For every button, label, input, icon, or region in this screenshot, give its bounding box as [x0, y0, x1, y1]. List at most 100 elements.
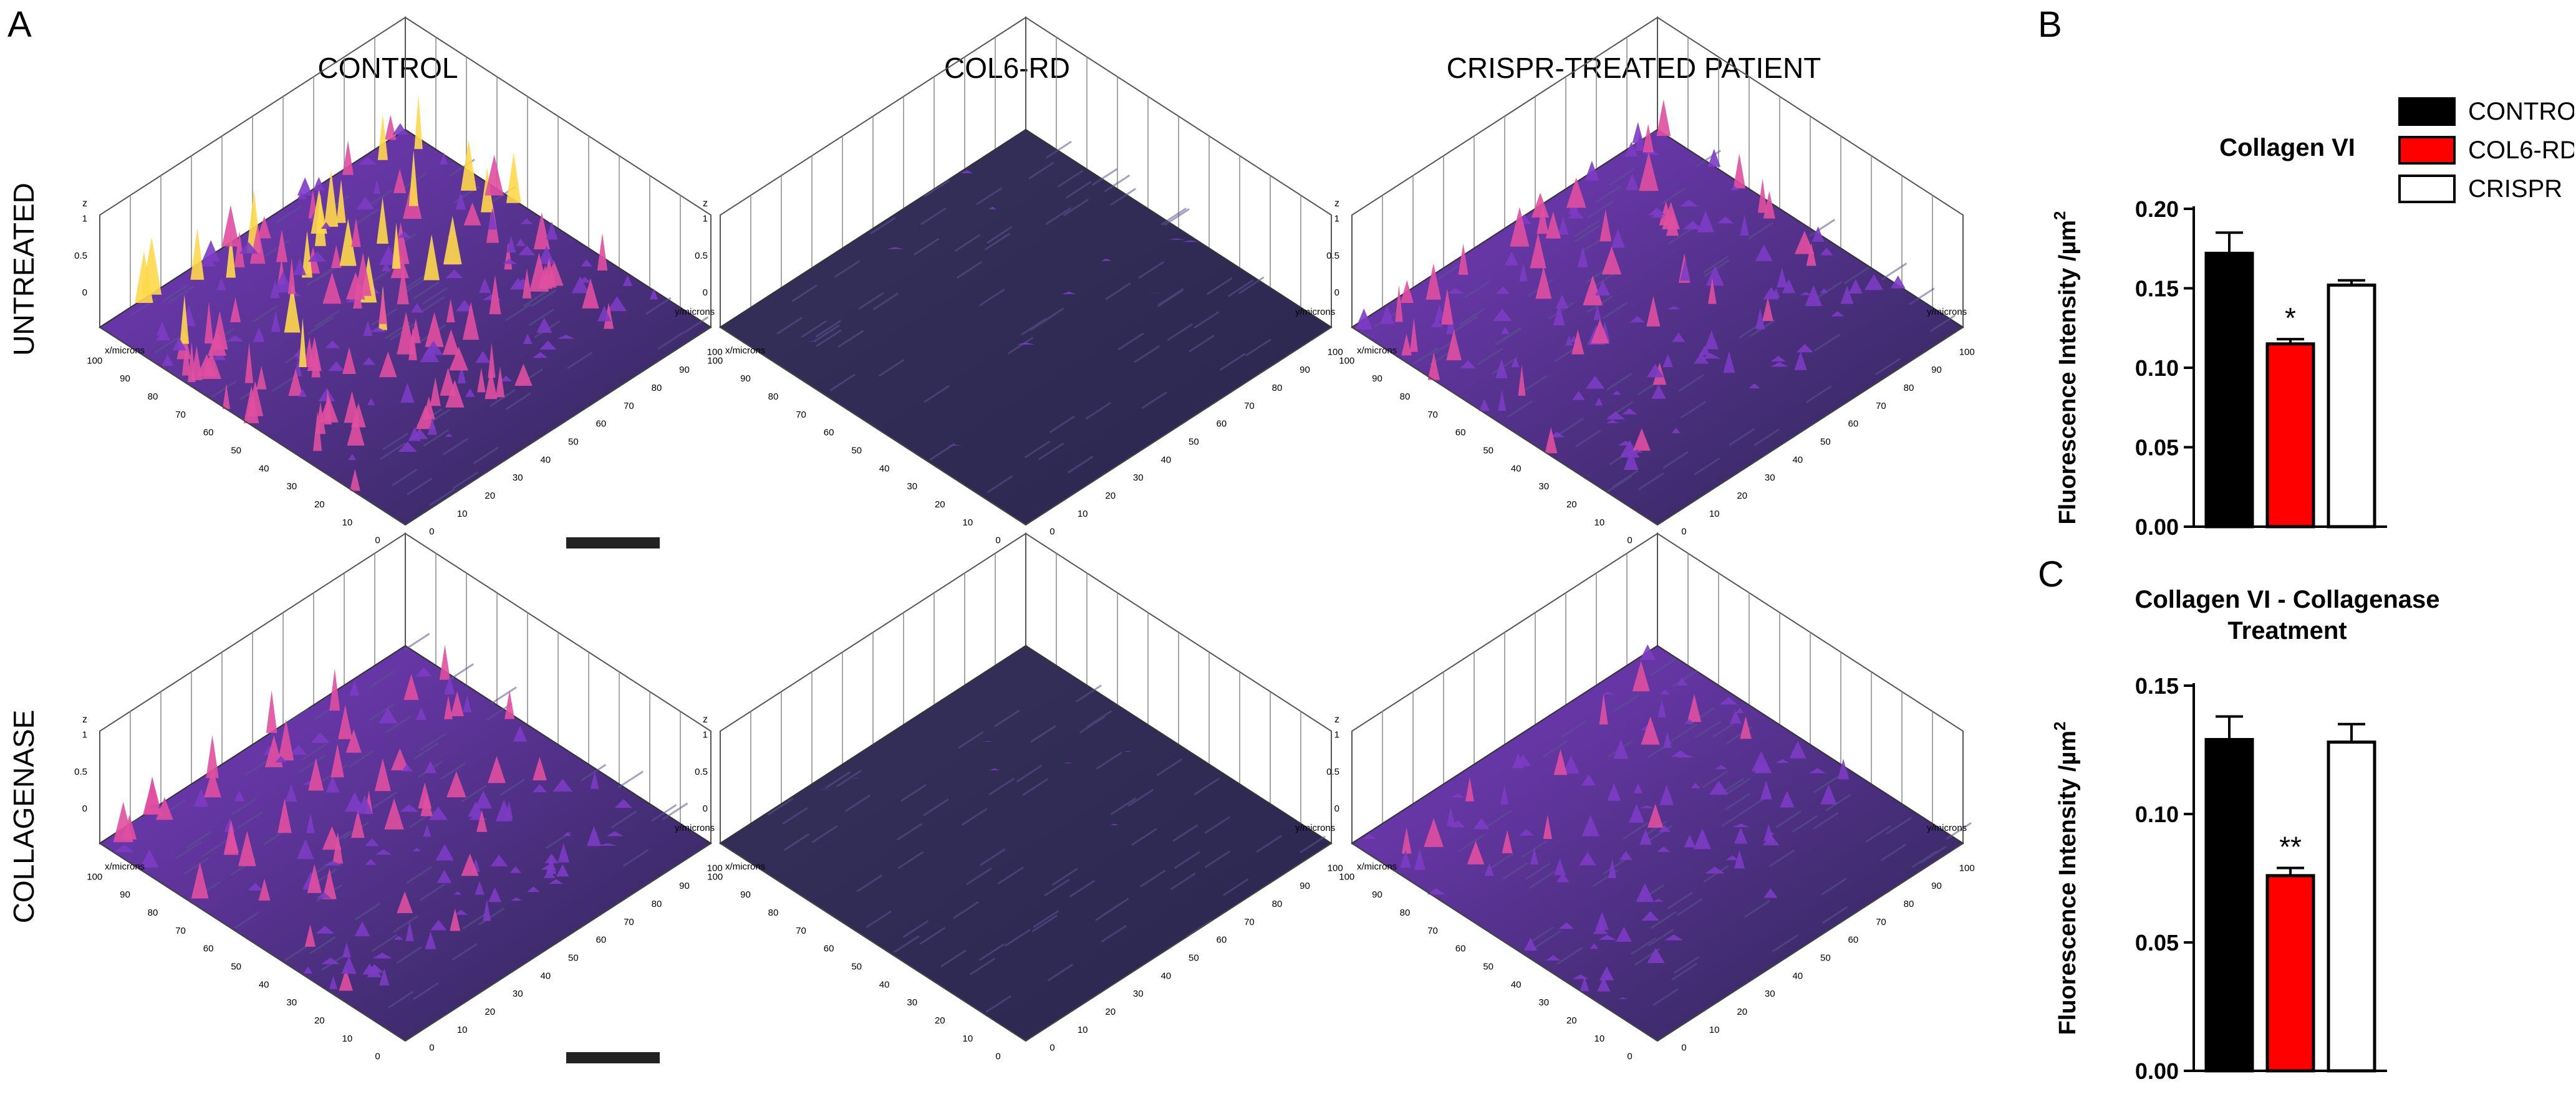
surface-x-label: x/microns [1357, 345, 1397, 356]
surface-x-tick: 90 [120, 373, 130, 384]
surface-x-tick: 20 [1566, 1015, 1577, 1026]
surface-x-tick: 60 [824, 428, 834, 438]
surface-y-tick: 10 [457, 509, 468, 519]
surface-y-tick: 90 [679, 881, 690, 891]
surface-y-tick: 50 [1820, 437, 1831, 448]
surface-y-tick: 70 [1244, 917, 1255, 927]
surface-x-label: x/microns [1357, 861, 1397, 872]
surface-z-tick: 1 [82, 729, 87, 740]
surface-front-edge [99, 843, 712, 1042]
surface-peaks [807, 170, 1199, 446]
surface-x-label: x/microns [105, 345, 145, 356]
surface-texture [776, 140, 1271, 494]
surface-x-tick: 30 [907, 481, 917, 492]
surface-peaks [1363, 644, 1850, 999]
panel-letter-b: B [2038, 4, 2062, 45]
surface-y-tick: 70 [1876, 401, 1886, 411]
surface-y-tick: 70 [1244, 401, 1255, 411]
surface-wall-grid [1382, 553, 1933, 824]
surface-x-tick: 70 [1427, 926, 1438, 936]
surface-x-tick: 10 [962, 1033, 973, 1044]
surface-x-tick: 20 [314, 499, 325, 510]
surface-z-tick: 1 [1334, 213, 1339, 224]
surface-y-tick: 0 [1049, 527, 1054, 537]
surface-front-edge [720, 843, 1332, 1042]
significance-marker: * [2285, 302, 2296, 334]
legend-label: COL6-RD [2468, 137, 2574, 164]
surface-x-tick: 100 [1339, 355, 1354, 366]
panel-letter-c: C [2038, 554, 2064, 595]
surface-x-tick: 0 [1627, 535, 1632, 546]
bar-chart-collagenase-treatment: Collagen VI - Collagenase Treatment Fluore… [2050, 586, 2440, 1084]
surface-y-tick: 90 [1300, 881, 1310, 891]
bar-crispr [2327, 740, 2376, 1073]
surface-z-label: z [82, 198, 87, 209]
scale-bar-collagenase [566, 1052, 660, 1063]
surface-x-tick: 60 [203, 944, 214, 954]
surface-y-tick: 10 [1709, 1025, 1720, 1035]
surface-x-tick: 70 [796, 926, 806, 936]
surface-z-tick: 1 [1334, 729, 1339, 740]
surface-x-label: x/microns [105, 861, 145, 872]
surface-y-tick: 100 [1959, 863, 1975, 873]
surface-y-tick: 50 [568, 953, 579, 964]
surface-x-tick: 20 [935, 499, 945, 510]
surface-x-tick: 0 [375, 1052, 380, 1062]
legend-swatch-control [2398, 97, 2456, 126]
surface-x-label: x/microns [725, 861, 765, 872]
surface-y-tick: 80 [1904, 383, 1914, 393]
surface-z-label: z [703, 714, 708, 725]
legend-label: CONTROL [2468, 98, 2574, 125]
surface-texture [767, 684, 1326, 1013]
surface-x-tick: 60 [824, 944, 834, 954]
surface-front-edge [720, 327, 1332, 526]
surface-x-tick: 0 [1627, 1052, 1632, 1062]
surface-y-tick: 20 [485, 491, 495, 501]
legend-swatch-crispr [2398, 175, 2456, 203]
surface-x-tick: 50 [851, 446, 862, 456]
surface-y-tick: 40 [540, 454, 551, 465]
surface-z-label: z [1334, 198, 1339, 209]
surface-x-tick: 0 [995, 1052, 1000, 1062]
surface-y-label: y/microns [675, 307, 715, 317]
surface-y-tick: 40 [1160, 454, 1171, 465]
surface-x-tick: 20 [314, 1015, 325, 1026]
surface-plot-r1-c2: z10.50x/microns1009080706050403020100y/m… [1326, 532, 1975, 1062]
surface-y-tick: 30 [1133, 989, 1144, 999]
surface-x-tick: 0 [375, 535, 380, 546]
surface-z-tick: 1 [703, 729, 708, 740]
surface-y-tick: 40 [1160, 970, 1171, 981]
surface-y-tick: 0 [1049, 1043, 1054, 1053]
surface-y-tick: 80 [652, 383, 662, 393]
surface-z-tick: 0.5 [1326, 251, 1339, 261]
surface-x-tick: 40 [879, 979, 890, 990]
surface-x-tick: 60 [1455, 944, 1466, 954]
surface-plot-r0-c1: z10.50x/microns1009080706050403020100y/m… [695, 16, 1343, 546]
surface-y-tick: 100 [1959, 347, 1975, 357]
y-tick-label: 0.15 [2135, 276, 2179, 302]
y-tick-label: 0.15 [2135, 673, 2179, 699]
surface-z-tick: 0.5 [695, 251, 708, 261]
surface-x-tick: 10 [962, 517, 973, 528]
surface-plot-r0-c0: z10.50x/microns1009080706050403020100y/m… [74, 16, 723, 546]
surface-z-tick: 0.5 [74, 767, 87, 777]
panel-letter-a: A [7, 4, 32, 45]
surface-x-tick: 80 [148, 391, 158, 402]
surface-plot-r0-c2: z10.50x/microns1009080706050403020100y/m… [1326, 16, 1975, 546]
surface-z-tick: 1 [703, 213, 708, 224]
surface-x-tick: 100 [87, 355, 102, 366]
surface-plot-r1-c0: z10.50x/microns1009080706050403020100y/m… [74, 532, 723, 1062]
surface-y-tick: 20 [1737, 491, 1747, 501]
surface-plots: z10.50x/microns1009080706050403020100y/m… [74, 16, 1975, 1062]
surface-x-tick: 100 [1339, 871, 1354, 882]
y-axis-label-superscript: 2 [2050, 721, 2069, 730]
surface-y-tick: 40 [1792, 454, 1803, 465]
surface-y-tick: 80 [652, 899, 662, 909]
surface-front-edge [99, 327, 712, 526]
surface-y-tick: 80 [1272, 383, 1283, 393]
surface-y-tick: 0 [429, 1043, 434, 1053]
surface-y-tick: 70 [624, 917, 634, 927]
surface-y-tick: 30 [1765, 989, 1775, 999]
chart-title: Collagen VI [2219, 134, 2355, 161]
legend-label: CRISPR [2468, 175, 2562, 203]
